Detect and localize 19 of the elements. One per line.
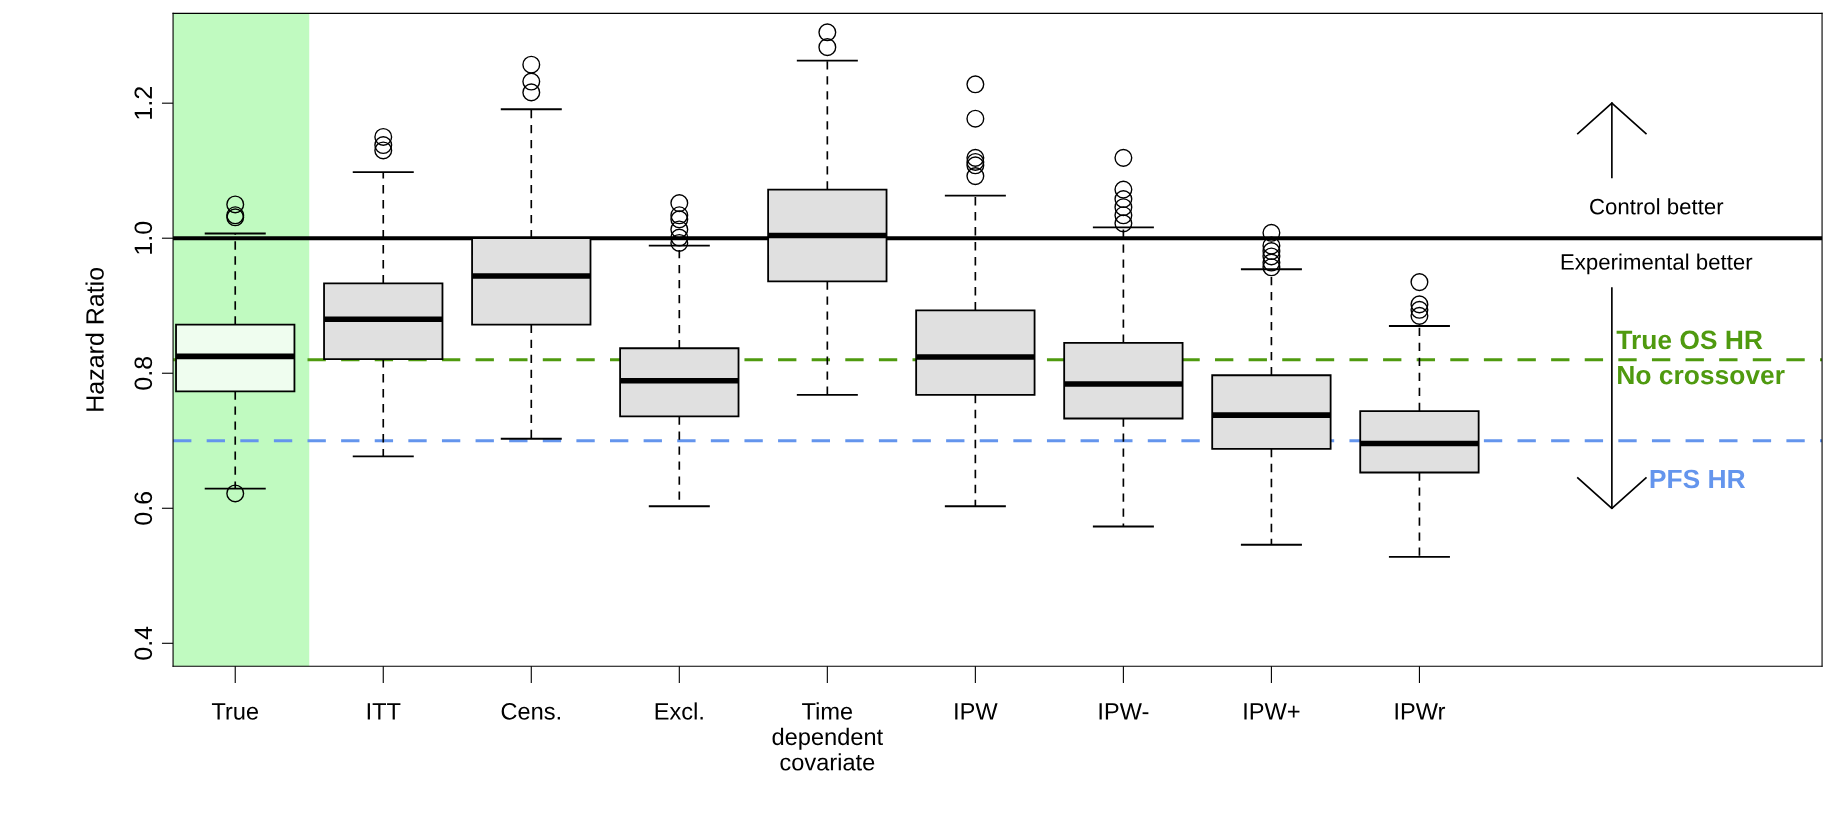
y-tick-label: 0.4 xyxy=(134,626,153,660)
y-tick-label: 1.0 xyxy=(134,221,153,254)
y-axis-title: Hazard Ratio xyxy=(85,267,104,411)
x-tick-label: ITT xyxy=(367,703,401,720)
x-tick-label: IPW+ xyxy=(1244,703,1300,720)
y-tick-label: 0.8 xyxy=(134,356,153,390)
x-tick-label: Cens. xyxy=(501,702,560,720)
text: Control better xyxy=(1590,198,1724,215)
x-tick-label: IPW- xyxy=(1099,703,1149,720)
y-tick-label: 0.6 xyxy=(134,491,153,525)
text: Experimental better xyxy=(1561,253,1753,275)
ref-line-label: PFS HR xyxy=(1650,469,1746,489)
ref-line-label: True OS HR No crossover xyxy=(1616,330,1785,385)
x-tick-label: IPWr xyxy=(1395,703,1446,720)
y-tick-label: 1.2 xyxy=(134,87,152,119)
x-tick-label: Excl. xyxy=(655,702,703,720)
x-tick-label: IPW xyxy=(955,703,998,720)
x-tick-label: Time dependent covariate xyxy=(772,702,883,771)
x-tick-label: True xyxy=(211,703,259,720)
